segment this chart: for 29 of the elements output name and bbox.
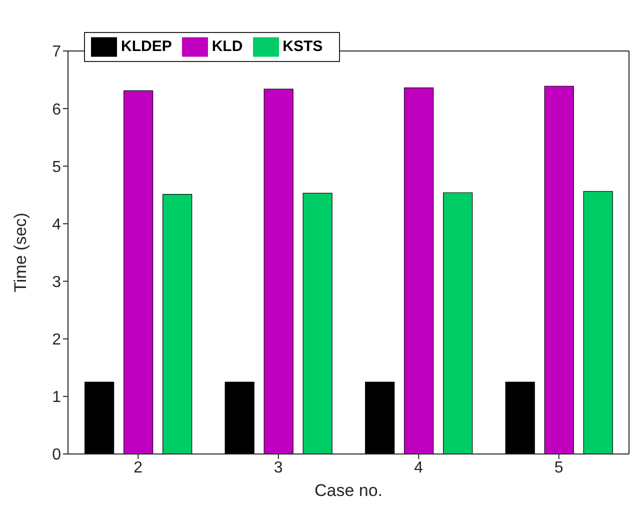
y-tick-label: 5 [52,158,62,176]
y-axis-title: Time (sec) [11,212,30,292]
legend-label: KLD [212,38,243,55]
bar [84,382,114,454]
bar [162,194,192,454]
y-tick-label: 4 [52,216,62,234]
x-tick-label: 5 [554,459,564,476]
legend-label: KSTS [282,38,323,55]
bar [224,382,254,454]
bar [505,382,535,454]
x-axis-title: Case no. [314,481,383,500]
y-tick-label: 1 [52,389,62,406]
x-tick-label: 2 [134,459,143,476]
bar [404,88,434,454]
x-tick-label: 4 [414,459,424,476]
bar [583,191,613,454]
bar [264,88,294,454]
bar [365,382,395,454]
y-tick-label: 2 [52,332,62,349]
y-tick-label: 6 [52,101,62,118]
bar [544,86,574,454]
y-tick-label: 0 [52,446,62,464]
bar [302,192,332,454]
y-tick-label: 7 [52,44,62,61]
legend-label: KLDEP [121,38,172,55]
bar [443,192,473,454]
y-tick-label: 3 [52,274,62,291]
bar [124,90,154,454]
x-tick-label: 3 [274,459,283,476]
